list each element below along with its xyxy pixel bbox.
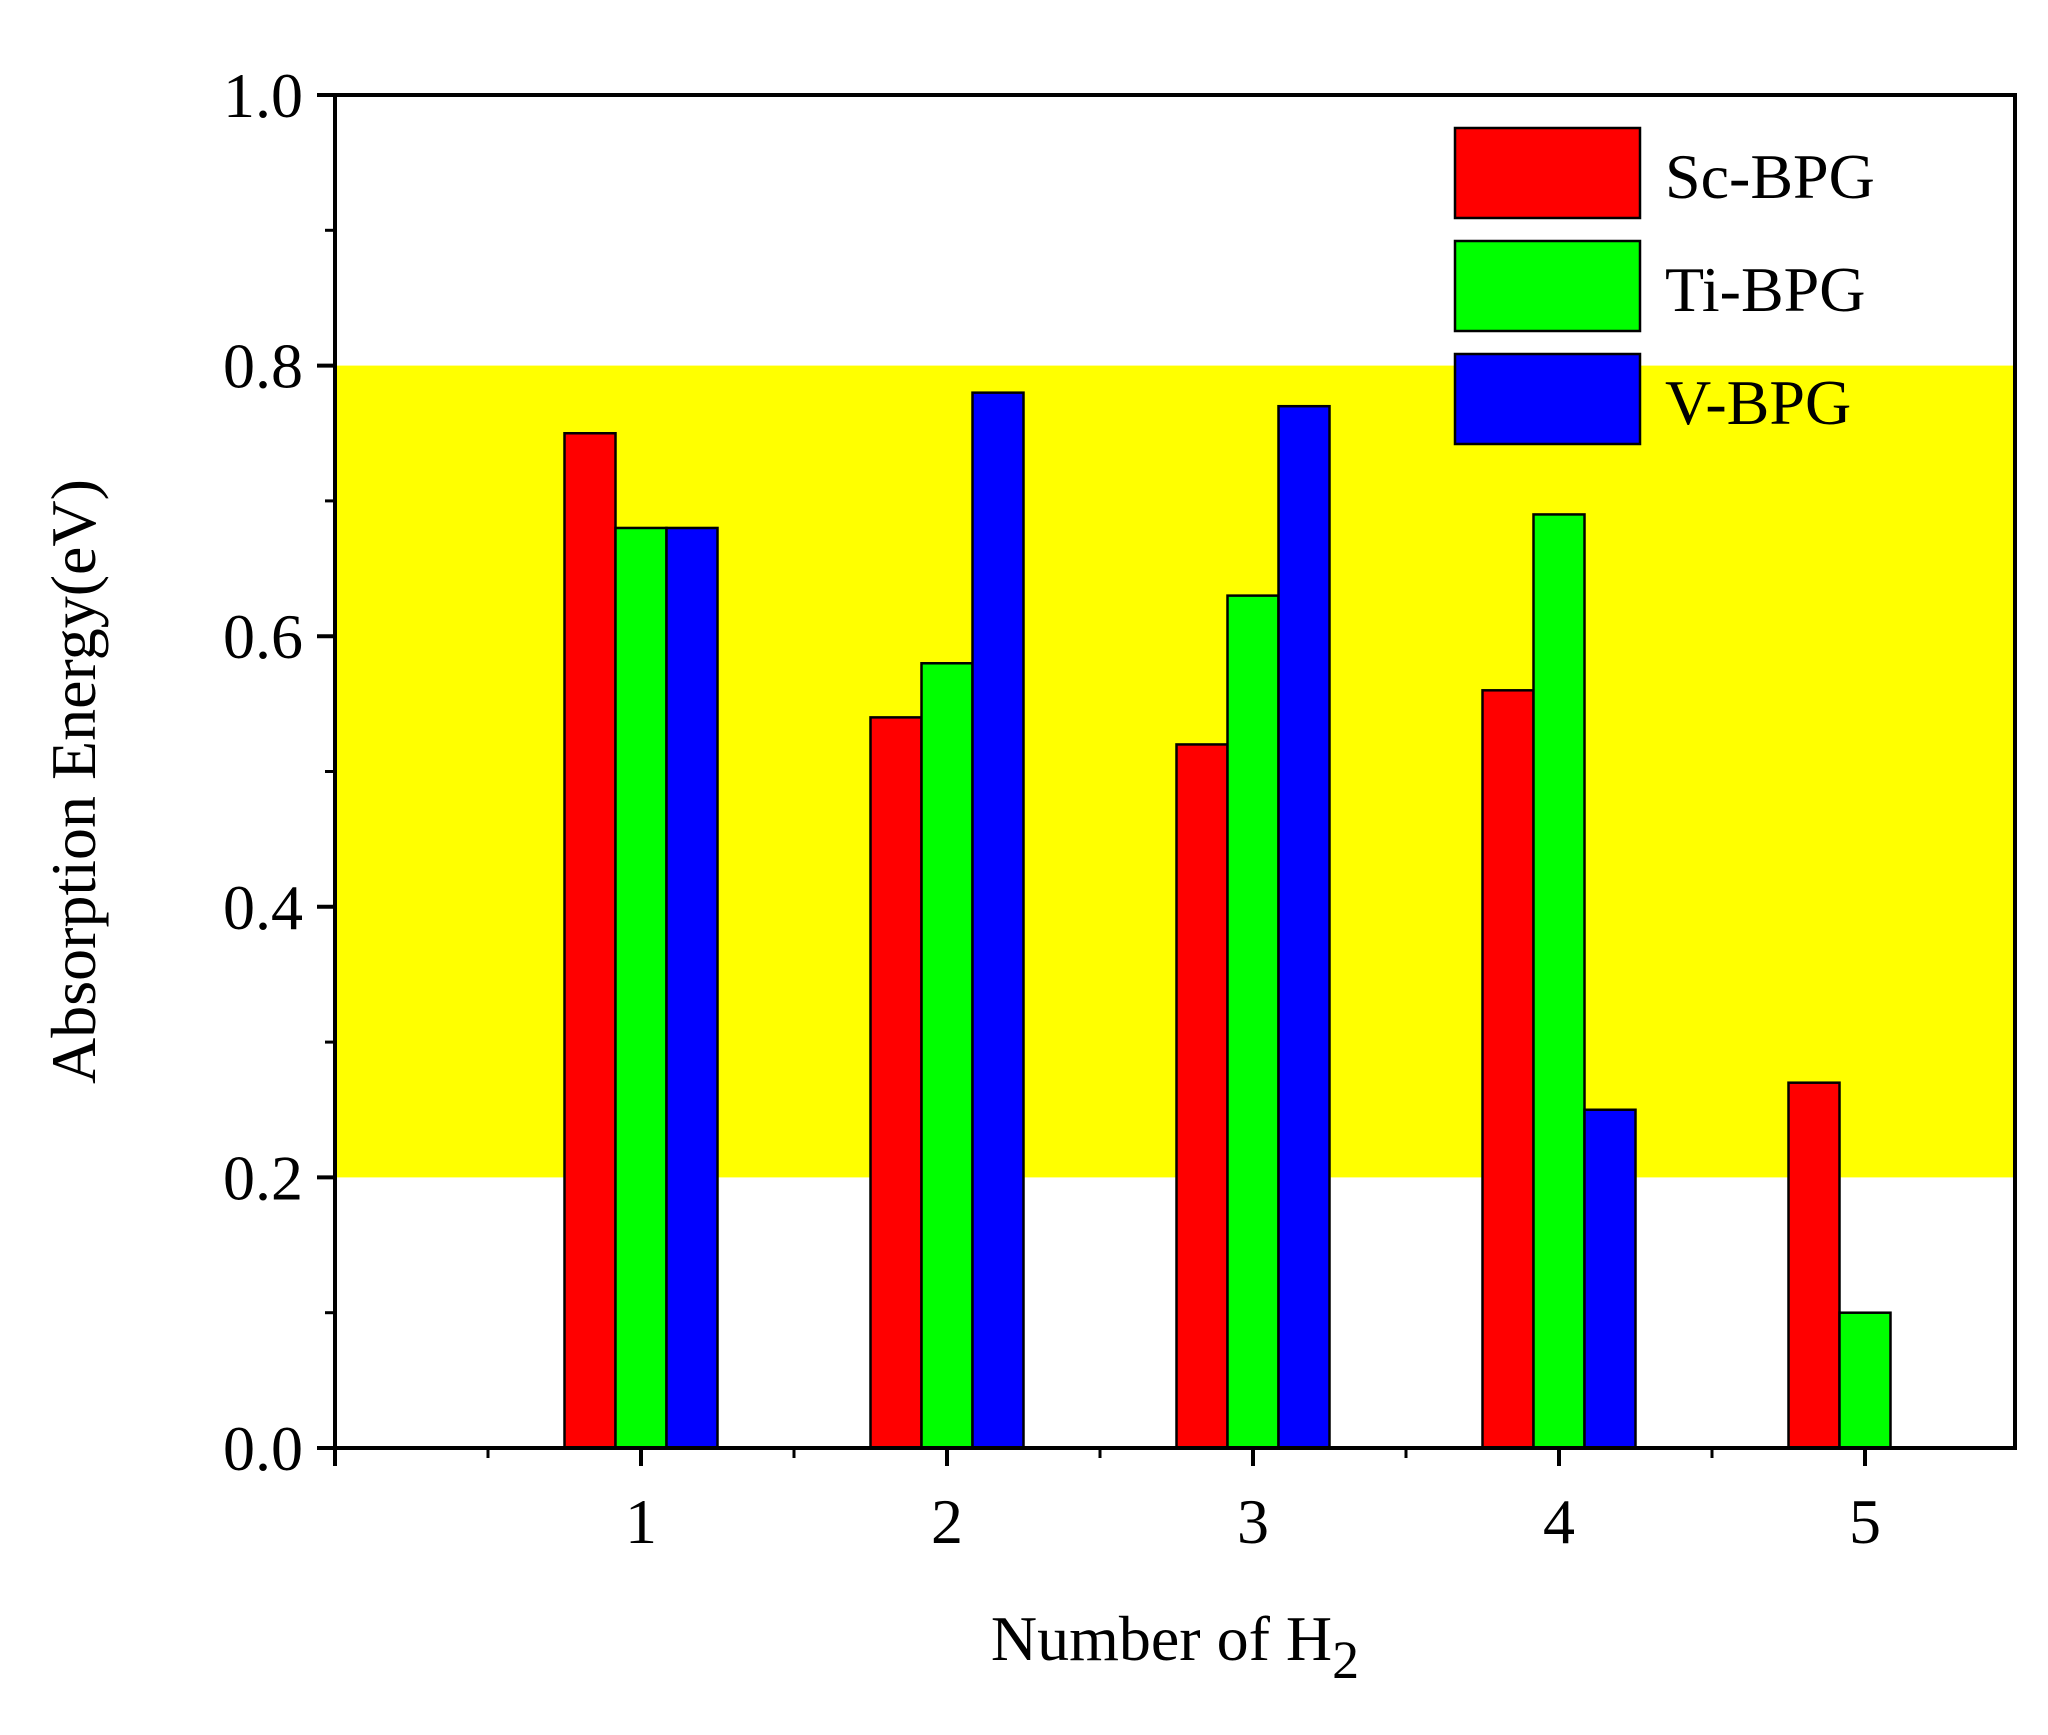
y-tick-label: 0.4: [223, 872, 303, 943]
x-tick-label: 1: [625, 1486, 657, 1557]
x-tick-label: 3: [1237, 1486, 1269, 1557]
bar-v-bpg-4: [1583, 1108, 1637, 1450]
bar-sc-bpg-3: [1175, 743, 1229, 1450]
bar-sc-bpg-5: [1787, 1081, 1841, 1450]
y-tick-label: 0.6: [223, 601, 303, 672]
x-tick-label: 5: [1849, 1486, 1881, 1557]
x-tick-label: 4: [1543, 1486, 1575, 1557]
x-axis-title-subscript: 2: [1332, 1630, 1359, 1690]
bars-group: [563, 391, 1892, 1450]
y-tick-label: 1.0: [223, 60, 303, 131]
legend-swatch-v-bpg: [1453, 352, 1642, 446]
legend-label-ti-bpg: Ti-BPG: [1665, 254, 1865, 325]
x-tick-label: 2: [931, 1486, 963, 1557]
y-axis-title: Absorption Energy(eV): [38, 479, 109, 1084]
legend-swatch-ti-bpg: [1453, 239, 1642, 333]
legend: Sc-BPG Ti-BPG V-BPG: [1453, 126, 1875, 446]
bar-ti-bpg-5: [1838, 1311, 1892, 1450]
y-tick-label: 0.2: [223, 1142, 303, 1213]
bar-sc-bpg-1: [563, 432, 617, 1450]
bar-v-bpg-1: [665, 526, 719, 1450]
bar-sc-bpg-2: [869, 716, 923, 1450]
bar-ti-bpg-2: [920, 662, 974, 1450]
legend-label-sc-bpg: Sc-BPG: [1665, 141, 1875, 212]
axes-group: 0.0 0.2 0.4 0.6 0.8 1.0 1 2 3 4 5: [223, 60, 2017, 1557]
y-tick-label: 0.8: [223, 331, 303, 402]
x-axis-title: Number of H2: [991, 1603, 1359, 1690]
bar-v-bpg-3: [1277, 404, 1331, 1450]
bar-ti-bpg-1: [614, 526, 668, 1450]
bar-ti-bpg-3: [1226, 594, 1280, 1450]
bar-sc-bpg-4: [1481, 689, 1535, 1450]
y-tick-label: 0.0: [223, 1413, 303, 1484]
legend-swatch-sc-bpg: [1453, 126, 1642, 220]
bar-v-bpg-2: [971, 391, 1025, 1450]
bar-ti-bpg-4: [1532, 513, 1586, 1450]
legend-label-v-bpg: V-BPG: [1665, 367, 1851, 438]
x-axis-title-text: Number of H: [991, 1603, 1332, 1674]
